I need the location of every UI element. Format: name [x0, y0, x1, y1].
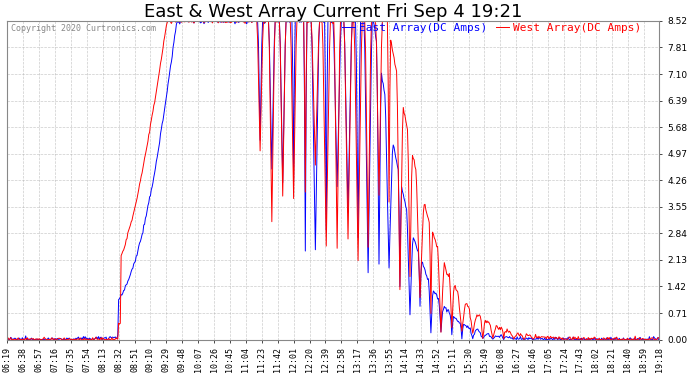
East Array(DC Amps): [610, 338, 618, 342]
East Array(DC Amps): [279, 134, 288, 138]
West Array(DC Amps): [3, 336, 12, 341]
Title: East & West Array Current Fri Sep 4 19:21: East & West Array Current Fri Sep 4 19:2…: [144, 3, 522, 21]
East Array(DC Amps): [656, 337, 664, 341]
East Array(DC Amps): [602, 336, 611, 340]
East Array(DC Amps): [161, 100, 170, 105]
Text: Copyright 2020 Curtronics.com: Copyright 2020 Curtronics.com: [10, 24, 155, 33]
East Array(DC Amps): [177, 19, 185, 23]
West Array(DC Amps): [5, 338, 13, 342]
West Array(DC Amps): [656, 337, 664, 341]
West Array(DC Amps): [165, 19, 173, 23]
East Array(DC Amps): [616, 337, 624, 342]
East Array(DC Amps): [3, 338, 12, 342]
West Array(DC Amps): [178, 19, 186, 23]
Line: West Array(DC Amps): West Array(DC Amps): [8, 21, 660, 340]
West Array(DC Amps): [611, 338, 619, 342]
West Array(DC Amps): [162, 24, 170, 28]
Legend: East Array(DC Amps), West Array(DC Amps): East Array(DC Amps), West Array(DC Amps): [342, 23, 641, 33]
West Array(DC Amps): [617, 337, 625, 342]
West Array(DC Amps): [604, 335, 612, 340]
Line: East Array(DC Amps): East Array(DC Amps): [8, 21, 660, 340]
East Array(DC Amps): [179, 19, 187, 23]
West Array(DC Amps): [280, 95, 288, 99]
